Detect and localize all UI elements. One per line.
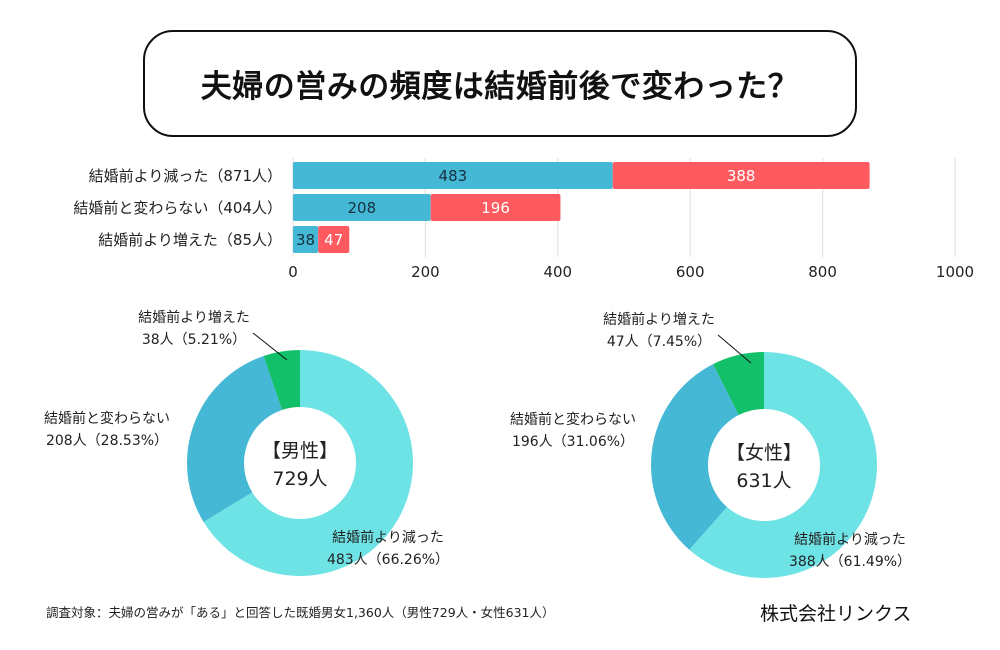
x-tick-label: 600 [676, 263, 705, 281]
leader-line [717, 334, 752, 364]
company-name: 株式会社リンクス [760, 603, 912, 625]
slice-value-label: 38人（5.21%） [142, 332, 246, 348]
slice-name-label: 結婚前と変わらない [510, 411, 636, 428]
slice-value-label: 47人（7.45%） [607, 334, 711, 350]
category-label: 結婚前より増えた（85人） [98, 231, 282, 249]
x-tick-label: 800 [808, 263, 837, 281]
slice-name-label: 結婚前と変わらない [44, 410, 170, 427]
x-tick-label: 200 [411, 263, 440, 281]
bar-male [293, 226, 319, 253]
slice-increased [713, 352, 764, 416]
x-tick-label: 400 [543, 263, 572, 281]
bar-value-label: 483 [439, 167, 468, 185]
slice-value-label: 208人（28.53%） [46, 433, 168, 449]
slice-name-label: 結婚前より増えた [603, 311, 715, 328]
bar-female [430, 194, 561, 221]
leader-line [252, 332, 288, 361]
slice-name-label: 結婚前より減った [794, 531, 906, 548]
title-box: 夫婦の営みの頻度は結婚前後で変わった？ [143, 30, 857, 137]
bar-value-label: 196 [481, 199, 510, 217]
bar-female [318, 226, 350, 253]
bar-marks: 483 388 208 196 38 47 [293, 162, 870, 253]
bar-female [612, 162, 870, 189]
category-label: 結婚前より減った（871人） [89, 167, 282, 185]
bar-value-label: 47 [324, 231, 343, 249]
chart-title: 夫婦の営みの頻度は結婚前後で変わった？ [200, 69, 800, 105]
slice-unchanged [187, 356, 282, 523]
donut-center-total: 729人 [272, 468, 327, 490]
slice-name-label: 結婚前より減った [332, 529, 444, 546]
bar-category-labels: 結婚前より減った（871人） 結婚前と変わらない（404人） 結婚前より増えた（85… [73, 167, 282, 249]
donut-center-total: 631人 [736, 470, 791, 492]
bar-value-label: 38 [296, 231, 315, 249]
survey-note: 調査対象：夫婦の営みが「ある」と回答した既婚男女1,360人（男性729人・女性… [46, 605, 555, 620]
category-label: 結婚前と変わらない（404人） [73, 199, 282, 217]
slice-unchanged [650, 364, 739, 550]
x-tick-label: 0 [288, 263, 298, 281]
bar-x-ticks: 0 200 400 600 800 1000 [288, 263, 974, 281]
bar-male [293, 162, 613, 189]
slice-decreased [203, 350, 414, 576]
bar-value-label: 388 [727, 167, 756, 185]
bar-male [293, 194, 431, 221]
slice-value-label: 196人（31.06%） [512, 434, 634, 450]
slice-name-label: 結婚前より増えた [138, 309, 250, 326]
slice-value-label: 483人（66.26%） [327, 552, 449, 568]
slice-increased [263, 349, 300, 410]
slice-decreased [689, 352, 877, 578]
slice-value-label: 388人（61.49%） [789, 554, 911, 570]
x-tick-label: 1000 [936, 263, 974, 281]
donut-center-title: 【男性】 [262, 440, 338, 462]
donut-center-title: 【女性】 [726, 442, 802, 464]
bar-value-label: 208 [348, 199, 377, 217]
